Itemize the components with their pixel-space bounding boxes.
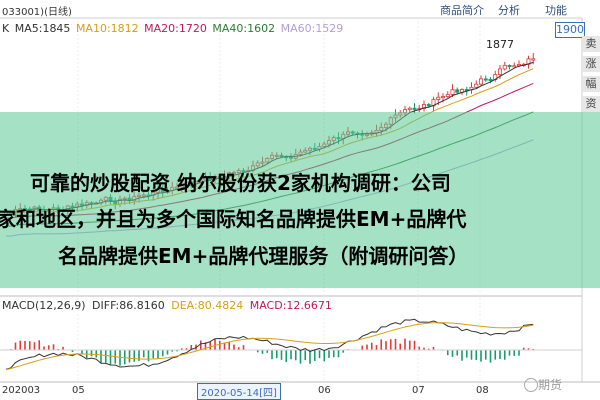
candle-body [440,96,445,99]
date-tick-06: 06 [318,385,331,396]
tab-range[interactable]: 幅 [582,76,600,92]
watermark-logo-icon [524,378,538,392]
date-tick-05: 05 [72,385,85,396]
candle-body [426,104,431,107]
menu-item-functions[interactable]: 功能 [545,4,567,17]
candle-body [412,107,417,110]
candle-body [507,64,512,67]
ma60-label: MA60:1529 [280,22,344,35]
headline-line-1: 可靠的炒股配资 纳尔股份获2家机构调研：公司 [30,171,451,195]
candle-body [474,83,479,88]
ma5-label: MA5:1845 [14,22,71,35]
date-tick-202003: 202003 [2,385,41,396]
macd-params-label: MACD(12,26,9) [2,299,86,312]
date-tick-07: 07 [412,385,425,396]
headline-line-3: 名品牌提供EM+品牌代理服务（附调研问答） [58,244,469,268]
tab-sell[interactable]: 卖 [582,36,600,52]
macd-lines [0,318,582,371]
tab-rise[interactable]: 涨 [582,56,600,72]
title-bar: 033001)(日线) 商品简介 分析 功能 [0,0,600,18]
candle-body [407,107,412,111]
macd-histogram [5,338,535,366]
crosshair-date-label: 2020-05-14[四] [197,383,281,400]
ma40-label: MA40:1602 [212,22,276,35]
candle-body [497,68,502,76]
candle-body [445,93,450,97]
peak-price-label: 1877 [486,38,514,51]
headline-overlay [0,112,600,288]
stock-id-label: 033001)(日线) [2,7,72,18]
candle-body [431,99,436,107]
tab-capital[interactable]: 资 [582,96,600,112]
watermark-text: 期货 [538,378,563,392]
diff-label: DIFF:86.8160 [92,299,165,312]
macd-legend: MACD(12,26,9) DIFF:86.8160 DEA:80.4824 M… [2,299,335,312]
date-axis: 202003 05 06 07 08 2020-05-14[四] [0,382,600,400]
diff-line [5,318,534,370]
menu-item-profile[interactable]: 商品简介 [440,4,484,17]
candle-body [531,58,536,61]
candle-body [488,78,493,81]
candle-body [421,104,426,109]
ma20-label: MA20:1720 [144,22,207,35]
dea-line [5,322,534,371]
menu-item-analysis[interactable]: 分析 [498,4,520,17]
current-price-box: 1900 [555,22,585,38]
candle-body [502,64,507,70]
chart-type-marker: K [2,22,10,35]
ma-legend: K MA5:1845 MA10:1812 MA20:1720 MA40:1602… [2,22,345,35]
right-side-tabs: 卖 涨 幅 资 [582,36,600,116]
date-tick-08: 08 [476,385,489,396]
dea-label: DEA:80.4824 [171,299,244,312]
candle-body [455,89,460,93]
macd-value-label: MACD:12.6671 [249,299,332,312]
candle-body [450,89,455,95]
ma10-label: MA10:1812 [75,22,139,35]
candle-body [512,65,517,68]
candle-body [436,96,441,101]
candle-body [483,78,488,81]
candle-body [478,78,483,85]
headline-line-2: 家和地区，并且为多个国际知名品牌提供EM+品牌代 [0,207,467,231]
